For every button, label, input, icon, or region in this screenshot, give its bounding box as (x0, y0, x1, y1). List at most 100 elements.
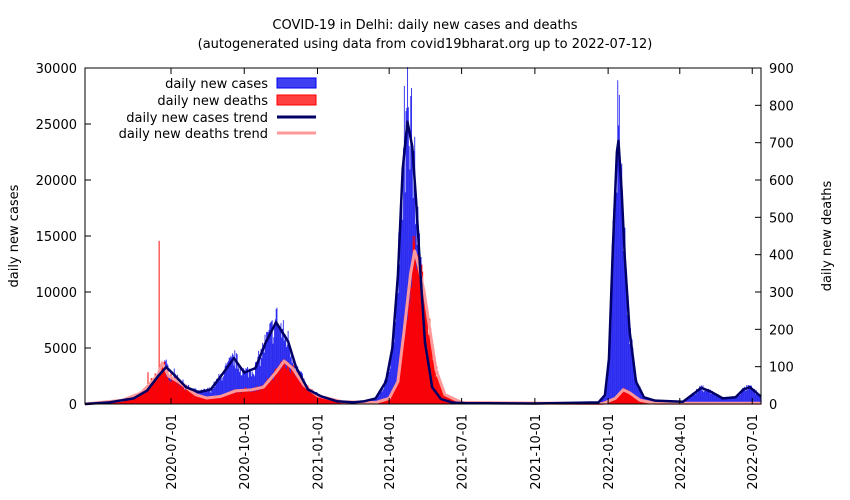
deaths-bar (301, 386, 303, 404)
cases-bar (396, 297, 398, 404)
deaths-bar (302, 385, 304, 404)
x-tick-label: 2021-07-01 (456, 414, 471, 490)
deaths-bar (391, 392, 393, 404)
cases-bar (221, 380, 223, 404)
cases-bar (265, 342, 267, 404)
deaths-bar (161, 361, 162, 404)
cases-bar (217, 381, 219, 404)
cases-bar (729, 397, 731, 404)
deaths-bar (275, 368, 277, 404)
deaths-bar (257, 391, 259, 404)
cases-bar (401, 197, 403, 404)
cases-bar (270, 322, 272, 404)
cases-bar (747, 390, 749, 404)
deaths-bar (210, 398, 212, 404)
cases-bar (250, 370, 252, 404)
deaths-bar (632, 393, 634, 404)
deaths-bar (149, 384, 151, 404)
legend-label-cases-trend: daily new cases trend (126, 111, 268, 126)
cases-bar (383, 389, 385, 404)
cases-bar (735, 395, 737, 404)
y-left-tick-label: 25000 (36, 118, 77, 133)
deaths-bar (201, 395, 203, 404)
deaths-bar (614, 397, 616, 404)
deaths-bar (195, 392, 197, 404)
cases-bar (621, 163, 623, 404)
deaths-bar (182, 388, 184, 404)
deaths-bar (204, 397, 205, 404)
deaths-bar (137, 393, 139, 404)
deaths-bar (333, 400, 334, 404)
deaths-bar (228, 393, 230, 404)
deaths-bar (402, 349, 404, 404)
deaths-bar (437, 371, 439, 404)
deaths-bar (387, 398, 389, 404)
deaths-bar (255, 391, 256, 404)
deaths-bar (389, 397, 391, 404)
deaths-bar (221, 395, 223, 404)
cases-bar (259, 366, 261, 404)
cases-bar (237, 369, 239, 404)
deaths-bar (394, 386, 396, 404)
cases-bar (639, 386, 641, 404)
cases-bar (748, 385, 750, 404)
deaths-bar (271, 373, 273, 404)
deaths-bar (198, 394, 200, 404)
deaths-bar (274, 370, 276, 404)
deaths-bar (241, 389, 243, 404)
cases-bar (385, 381, 387, 404)
cases-bar (400, 209, 402, 404)
deaths-bar (399, 369, 401, 404)
cases-bar (627, 295, 629, 404)
cases-bar (611, 244, 613, 404)
cases-bar (389, 368, 391, 404)
deaths-bar (301, 383, 303, 404)
deaths-bar (187, 386, 189, 404)
deaths-bar (290, 369, 292, 404)
cases-bar (702, 385, 704, 404)
cases-bar (238, 365, 240, 404)
deaths-bar (212, 398, 214, 404)
y-left-tick-label: 15000 (36, 230, 77, 245)
deaths-bar (321, 395, 323, 404)
cases-bar (244, 370, 246, 404)
deaths-bar (325, 397, 327, 404)
cases-bar (705, 389, 707, 404)
cases-bar (619, 170, 621, 404)
cases-bar (691, 395, 693, 404)
deaths-bar (218, 396, 220, 404)
y-right-tick-label: 200 (769, 323, 794, 338)
deaths-bar (327, 397, 329, 404)
legend-label-deaths-trend: daily new deaths trend (119, 127, 268, 142)
y-right-tick-label: 300 (769, 286, 794, 301)
y-left-tick-label: 0 (69, 398, 77, 413)
deaths-bar (248, 390, 250, 404)
deaths-bar (288, 367, 290, 404)
deaths-bar (320, 396, 322, 404)
deaths-bar (168, 380, 170, 404)
cases-bar (399, 264, 401, 404)
cases-bar (622, 221, 624, 404)
cases-bar (633, 365, 635, 404)
cases-bar (689, 395, 691, 404)
deaths-bar (319, 396, 321, 404)
deaths-bar (163, 362, 165, 404)
deaths-bar (189, 391, 191, 404)
deaths-bar (643, 401, 645, 404)
cases-bar (230, 355, 232, 404)
cases-bar (759, 393, 760, 404)
cases-bar (618, 125, 620, 405)
deaths-bar (204, 397, 206, 404)
cases-bar (213, 381, 215, 404)
deaths-bar (410, 272, 412, 404)
deaths-bar (313, 393, 315, 404)
cases-bar (399, 205, 401, 404)
cases-bar (724, 397, 726, 404)
deaths-bar (328, 397, 330, 404)
deaths-bar (262, 388, 264, 404)
deaths-bar (280, 361, 282, 404)
deaths-bar (314, 395, 316, 404)
cases-bar (632, 348, 634, 404)
cases-bar (395, 322, 397, 404)
